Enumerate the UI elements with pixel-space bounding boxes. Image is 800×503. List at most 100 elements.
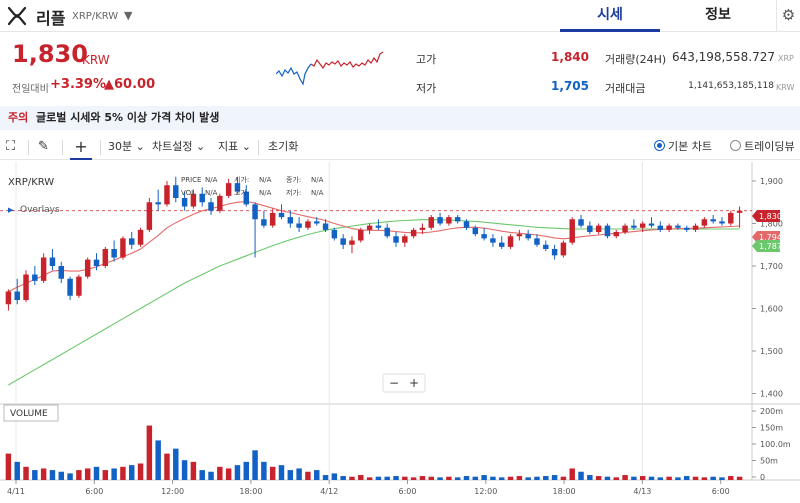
coin-name[interactable]: 리플 <box>36 9 66 28</box>
volume-bar <box>393 476 399 480</box>
interval-select[interactable]: 30분 ⌄ <box>108 136 145 160</box>
candle-body <box>560 242 567 256</box>
low-label: 저가 <box>416 82 437 95</box>
view-basic-radio[interactable]: 기본 차트 <box>654 136 712 160</box>
info-label: 저가: <box>286 188 301 197</box>
candle-body <box>437 217 443 224</box>
candle-body <box>67 278 73 296</box>
volume-bar <box>314 470 320 480</box>
price-tag-ma-short-text: 1,794 <box>759 233 782 242</box>
volume-bar <box>481 475 487 480</box>
candle-body <box>604 225 611 237</box>
volume-bar <box>32 470 38 480</box>
pencil-icon[interactable]: ✎ <box>38 139 49 154</box>
candle-body <box>146 202 153 230</box>
volume-bar <box>14 461 20 480</box>
y-tick-label: 1,900 <box>760 177 783 186</box>
volume-label-box <box>3 404 59 422</box>
volume-value: 643,198,558.727 <box>671 50 775 64</box>
amount-unit: KRW <box>776 83 795 92</box>
volume-bar <box>287 470 294 480</box>
volume-bar <box>5 453 12 480</box>
volume-bar <box>675 477 681 480</box>
volume-bar <box>587 475 593 480</box>
candle-body <box>684 227 690 230</box>
price-info-box: PRICE N/A 시가: N/A 종가: N/A VOL N/A 고가: N/… <box>181 175 324 197</box>
sparkline-down <box>276 63 312 86</box>
candles <box>5 176 743 311</box>
volume-bar <box>93 466 100 480</box>
crosshair-icon[interactable]: + <box>70 136 92 160</box>
overlays-toggle[interactable]: Overlays <box>20 205 60 215</box>
volume-bar <box>234 465 241 480</box>
volume-bar <box>190 461 197 480</box>
gear-icon[interactable]: ⚙ <box>776 0 800 32</box>
overlays-caret-icon[interactable]: ▶ <box>8 206 14 214</box>
volume-bar <box>217 466 223 480</box>
fullscreen-icon[interactable]: ⛶ <box>6 139 16 154</box>
x-tick-label: 4/13 <box>633 487 651 496</box>
tab-price[interactable]: 시세 <box>560 0 660 32</box>
volume-bar <box>525 477 531 480</box>
volume-bar <box>278 465 285 480</box>
change-value: ▲60.00 <box>104 77 156 92</box>
volume-bar <box>84 468 91 480</box>
volume-bar <box>648 476 655 480</box>
view-trading-radio[interactable]: 트레이딩뷰 <box>730 136 795 160</box>
candle-body <box>349 240 355 245</box>
x-tick-label: 12:00 <box>474 487 497 496</box>
zoom-in-button[interactable]: + <box>409 376 419 390</box>
sparkline-chart <box>276 51 384 86</box>
price-tag-last-text: 1,830 <box>759 212 782 221</box>
candle-body <box>639 223 646 228</box>
candle-body <box>358 229 364 241</box>
x-tick-label: 4/11 <box>7 487 25 496</box>
volume-bar <box>490 476 496 480</box>
volume-bar <box>49 470 56 480</box>
radio-checked-icon <box>654 140 665 151</box>
volume-bar <box>454 477 461 480</box>
notice-tag: 주의 <box>8 111 29 124</box>
candle-body <box>402 236 408 243</box>
chevron-down-icon[interactable]: ▼ <box>124 9 133 22</box>
candle-body <box>481 234 487 239</box>
candle-body <box>14 291 20 300</box>
candle-body <box>5 291 12 305</box>
volume-bar <box>296 468 302 480</box>
volume-bar <box>111 468 117 480</box>
candle-body <box>296 223 302 228</box>
candle-body <box>428 217 434 228</box>
chart-settings-menu[interactable]: 차트설정 ⌄ <box>152 136 205 160</box>
high-value: 1,840 <box>551 50 589 64</box>
candle-body <box>446 217 452 224</box>
candle-body <box>499 242 505 247</box>
volume-bar <box>463 476 470 480</box>
candle-body <box>569 219 575 243</box>
divider <box>100 140 101 155</box>
indicators-menu[interactable]: 지표 ⌄ <box>218 136 251 160</box>
volume-bar <box>67 473 73 480</box>
interval-label: 30분 <box>108 140 133 153</box>
x-tick-label: 6:00 <box>399 487 417 496</box>
candle-body <box>234 183 241 192</box>
price-chart[interactable]: 1,900 1,800 1,700 1,600 1,500 1,400 200m 150m 10… <box>0 162 800 503</box>
candle-body <box>199 193 205 203</box>
coin-pair[interactable]: XRP/KRW <box>72 11 119 22</box>
volume-label: VOLUME <box>10 409 48 419</box>
volume-bar <box>40 468 47 480</box>
tab-info[interactable]: 정보 <box>705 7 731 23</box>
zoom-out-button[interactable]: − <box>389 376 399 390</box>
ma-short-line <box>8 200 740 292</box>
current-price: 1,830 <box>12 40 88 68</box>
candle-body <box>252 204 258 220</box>
reset-button[interactable]: 초기화 <box>268 140 299 153</box>
volume-bar <box>437 477 443 480</box>
candle-body <box>701 219 708 226</box>
x-tick-label: 18:00 <box>239 487 262 496</box>
volume-bar <box>692 476 699 480</box>
volume-bar <box>710 476 716 480</box>
volume-bar <box>569 468 575 480</box>
info-label: 시가: <box>234 175 249 184</box>
candle-body <box>516 234 523 237</box>
volume-label: 거래량(24H) <box>605 53 667 66</box>
